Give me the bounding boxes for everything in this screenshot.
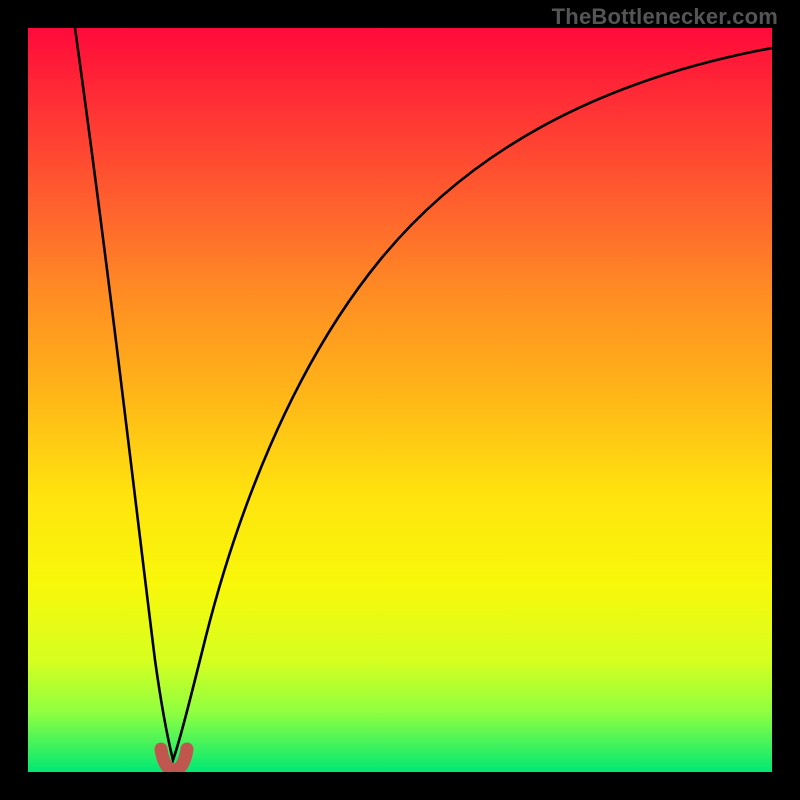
canvas: TheBottlenecker.com [0,0,800,800]
watermark-text: TheBottlenecker.com [552,4,778,30]
plot-area [28,28,772,772]
